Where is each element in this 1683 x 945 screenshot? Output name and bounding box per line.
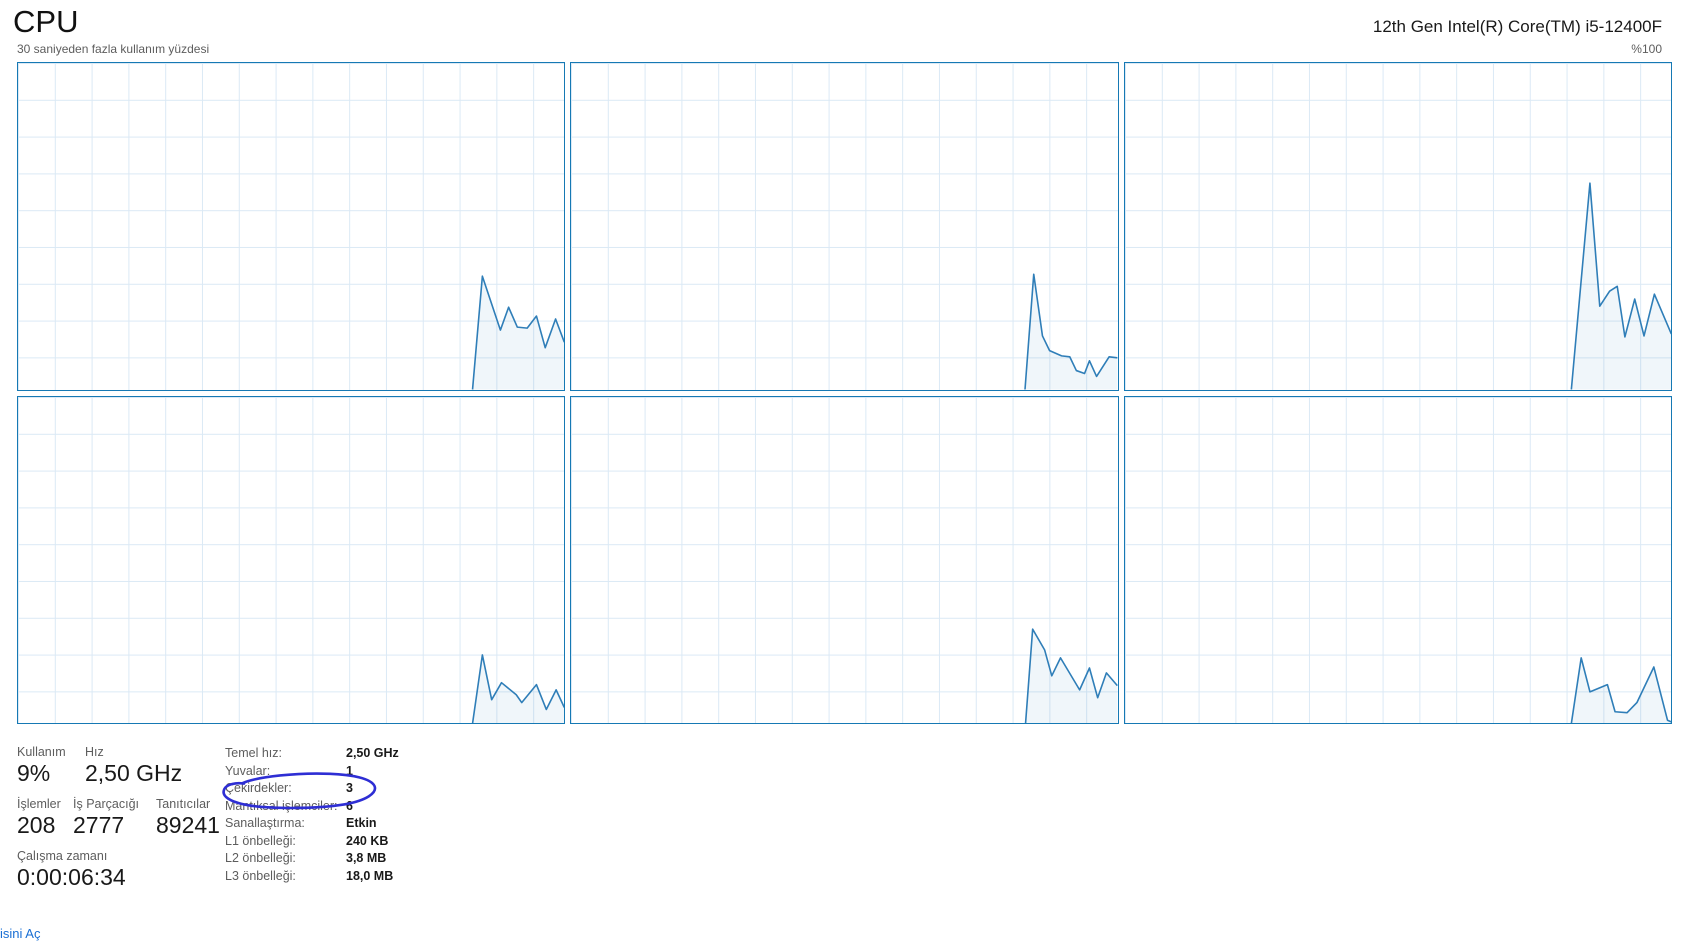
- detail-label: Temel hız:: [225, 746, 282, 760]
- stat-usage: Kullanım 9%: [17, 745, 66, 787]
- cpu-model-name: 12th Gen Intel(R) Core(TM) i5-12400F: [1372, 17, 1662, 36]
- cpu-core-graph-logical-processor-3[interactable]: [1123, 62, 1672, 391]
- stat-label: Kullanım: [17, 745, 66, 759]
- usage-area-chart: [571, 397, 1118, 723]
- stat-label: İş Parçacığı: [73, 797, 139, 811]
- stat-value: 9%: [17, 760, 51, 786]
- detail-value: 18,0 MB: [346, 868, 394, 883]
- detail-value: 240 KB: [346, 833, 389, 848]
- usage-area-chart: [1125, 63, 1671, 390]
- usage-area-chart: [18, 63, 565, 390]
- detail-row: L1 önbelleği: 240 KB: [225, 834, 399, 852]
- detail-label: L1 önbelleği:: [225, 833, 296, 848]
- stat-value: 89241: [156, 812, 220, 838]
- detail-value: Etkin: [346, 816, 377, 830]
- detail-label: Sanallaştırma:: [225, 816, 305, 830]
- stat-label: Tanıtıcılar: [156, 797, 211, 811]
- detail-row: L3 önbelleği: 18,0 MB: [225, 869, 399, 887]
- cpu-graphs-grid: [17, 62, 1672, 724]
- detail-value: 2,50 GHz: [346, 746, 399, 760]
- detail-row: Sanallaştırma: Etkin: [225, 816, 399, 834]
- cpu-core-graph-logical-processor-4[interactable]: [17, 395, 566, 724]
- usage-area-chart: [571, 63, 1118, 390]
- stat-threads: İş Parçacığı 2777: [73, 797, 139, 839]
- detail-row: Temel hız: 2,50 GHz: [225, 746, 399, 764]
- cpu-details-list: Temel hız: 2,50 GHz Yuvalar: 1 Çekirdekler: 3…: [225, 746, 399, 886]
- stat-value: 0:00:06:34: [17, 864, 126, 890]
- detail-value: 3,8 MB: [346, 851, 387, 865]
- stat-value: 2,50 GHz: [85, 760, 183, 786]
- stat-label: Çalışma zamanı: [17, 849, 108, 863]
- usage-area-chart: [18, 397, 565, 723]
- stat-speed: Hız 2,50 GHz: [85, 745, 182, 787]
- stat-label: İşlemler: [17, 797, 61, 811]
- detail-row: Yuvalar: 1: [225, 764, 399, 782]
- detail-label: Çekirdekler:: [225, 781, 292, 795]
- detail-label: L3 önbelleği:: [225, 868, 296, 883]
- detail-row: Çekirdekler: 3: [225, 781, 399, 799]
- cpu-core-graph-logical-processor-5[interactable]: [570, 395, 1119, 724]
- detail-label: L2 önbelleği:: [225, 851, 296, 865]
- detail-value: 3: [346, 781, 353, 795]
- stat-value: 208: [17, 812, 56, 838]
- stat-value: 2777: [73, 812, 125, 838]
- stat-processes: İşlemler 208: [17, 797, 61, 839]
- detail-row: L2 önbelleği: 3,8 MB: [225, 851, 399, 869]
- usage-area-chart: [1125, 397, 1671, 723]
- cpu-core-graph-logical-processor-1[interactable]: [17, 62, 566, 391]
- stat-label: Hız: [85, 745, 104, 759]
- page-title: CPU: [13, 4, 79, 39]
- detail-label: Yuvalar:: [225, 763, 271, 778]
- detail-value: 6: [346, 798, 353, 813]
- stat-uptime: Çalışma zamanı 0:00:06:34: [17, 849, 126, 891]
- detail-label: Mantıksal işlemciler:: [225, 798, 338, 813]
- open-resource-monitor-link[interactable]: isini Aç: [0, 926, 41, 941]
- detail-value: 1: [346, 763, 353, 778]
- cpu-core-graph-logical-processor-6[interactable]: [1123, 395, 1672, 724]
- chart-subtitle-utilization: 30 saniyeden fazla kullanım yüzdesi: [17, 42, 210, 56]
- cpu-core-graph-logical-processor-2[interactable]: [570, 62, 1119, 391]
- chart-scale-label: %100: [1631, 42, 1662, 56]
- stat-handles: Tanıtıcılar 89241: [156, 797, 220, 839]
- detail-row: Mantıksal işlemciler: 6: [225, 799, 399, 817]
